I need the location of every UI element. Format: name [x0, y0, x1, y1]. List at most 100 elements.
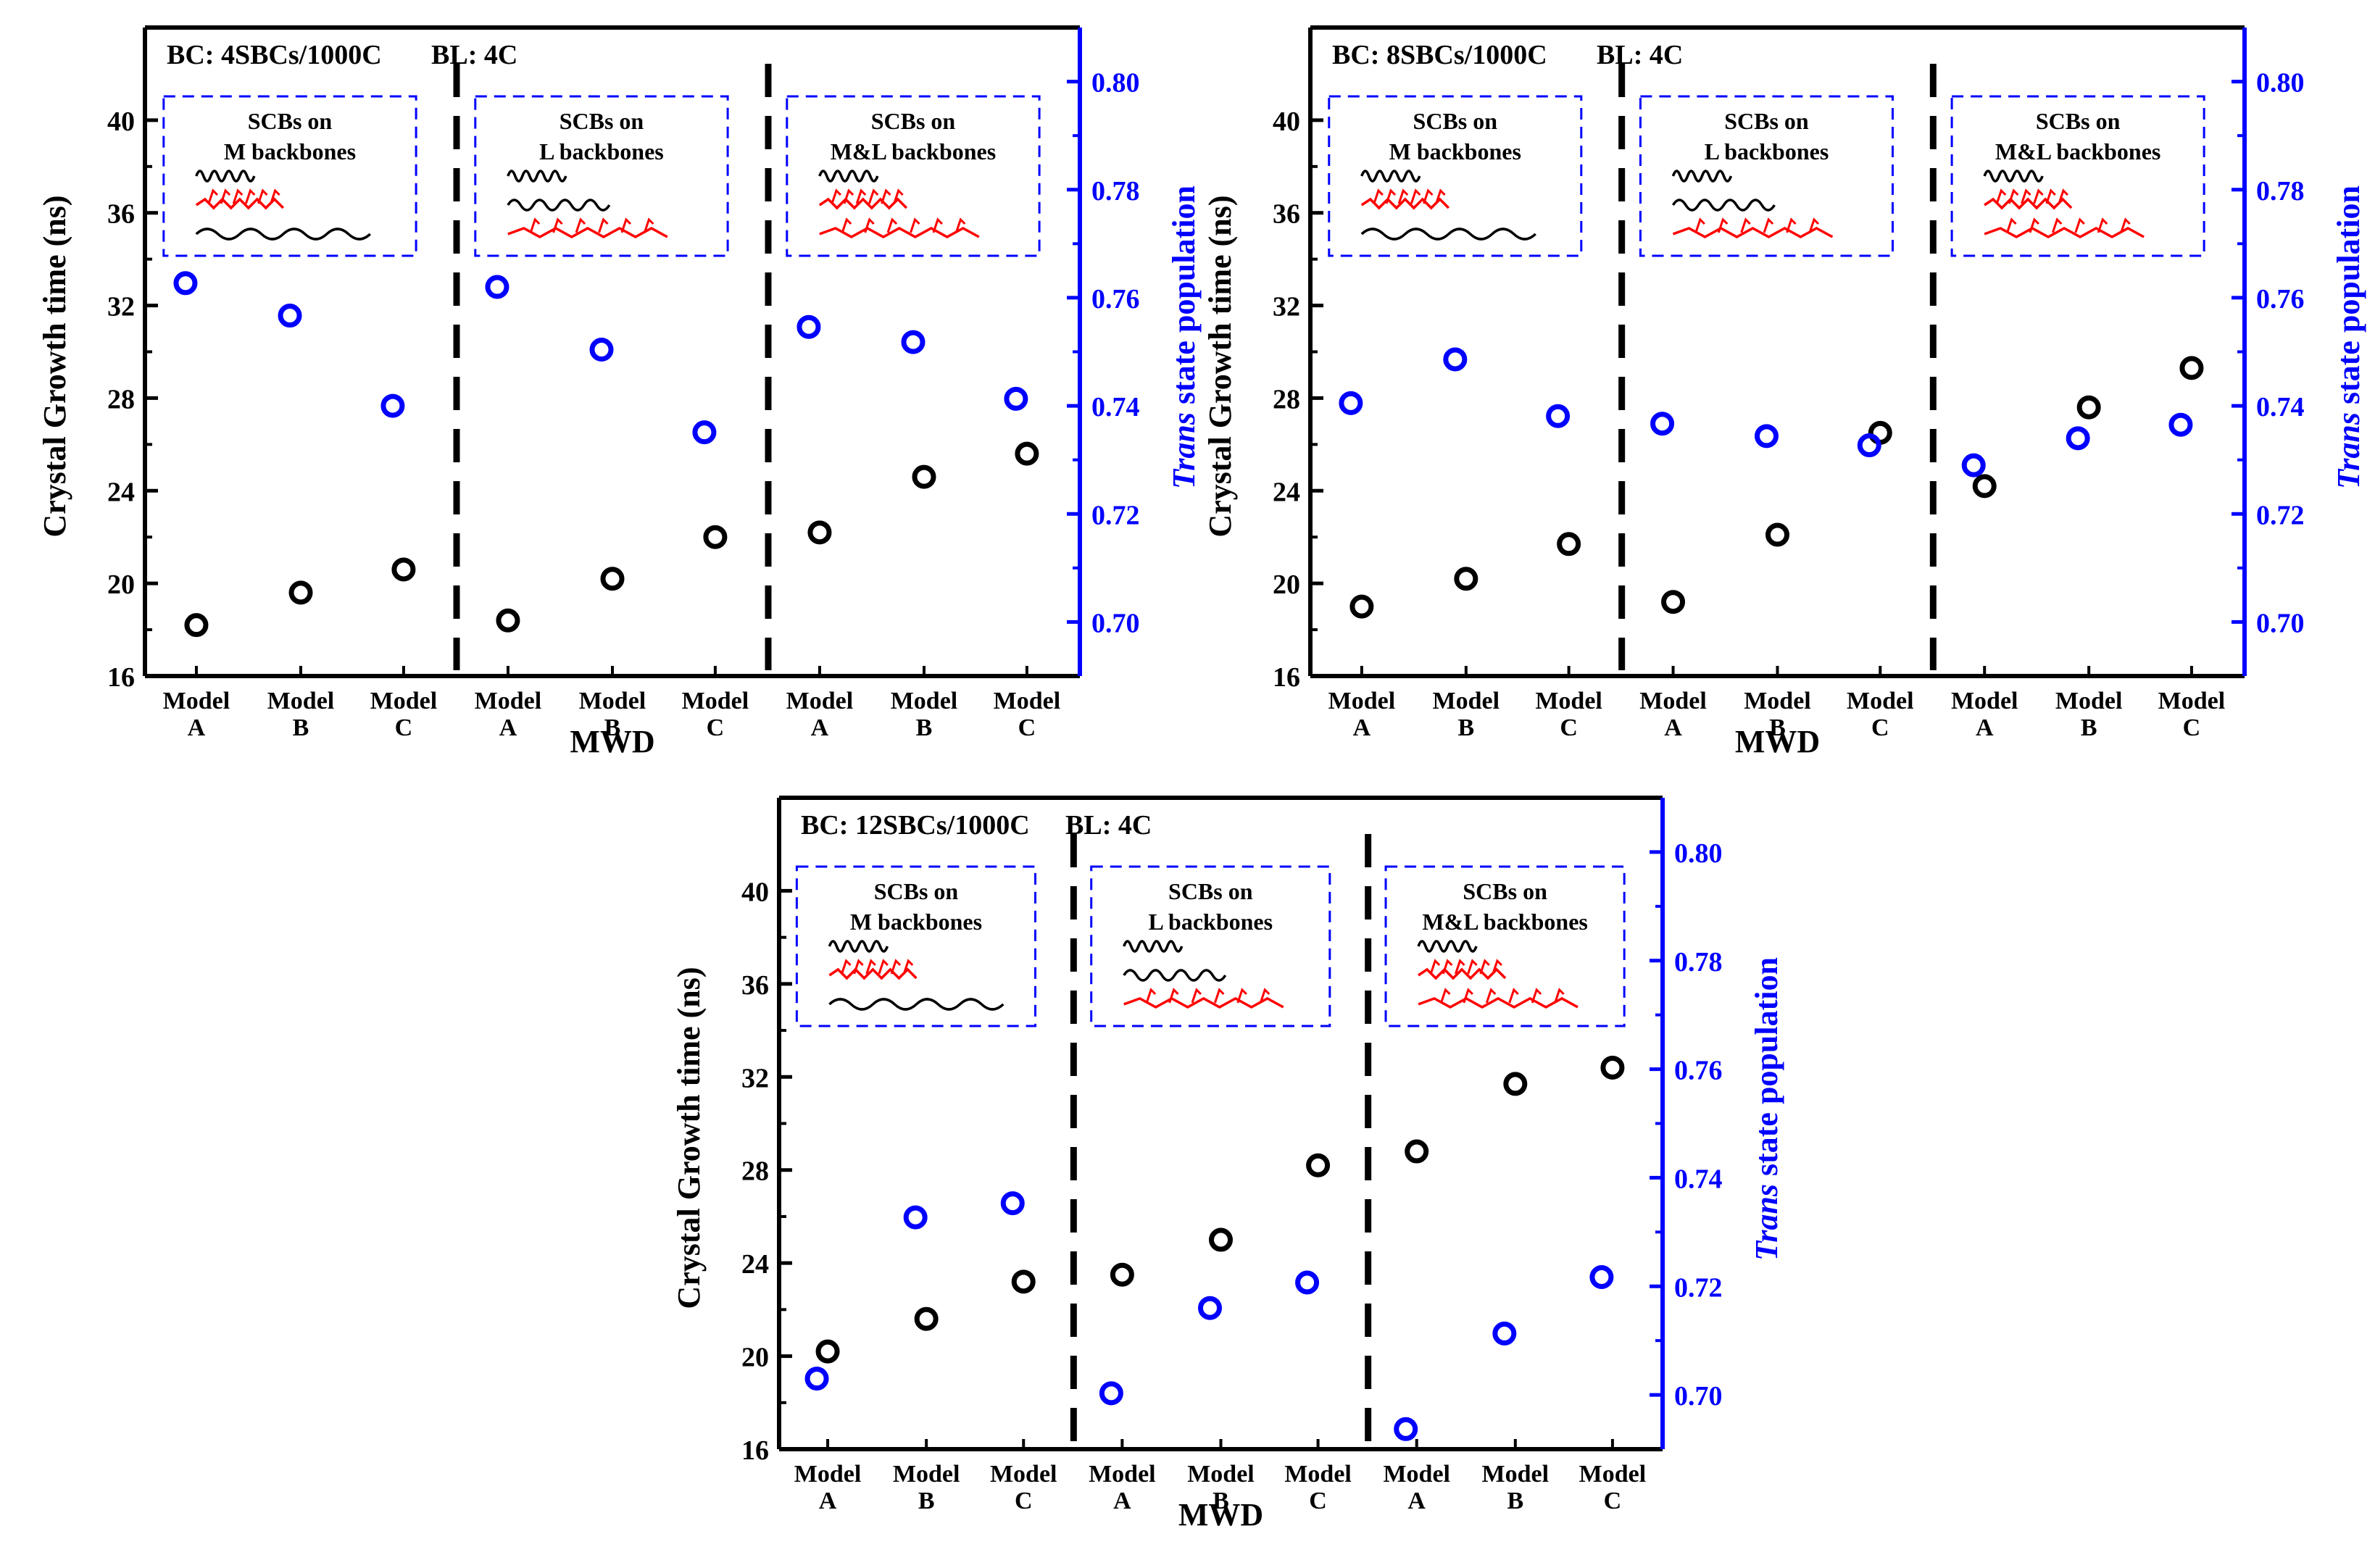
- y2-axis-title-rest: state population: [1166, 185, 1202, 412]
- trans-population-point: [903, 1205, 928, 1230]
- l-backbone-branched-branch: [2051, 217, 2063, 233]
- y-axis-title: Crystal Growth time (ns): [37, 195, 72, 537]
- l-backbone-branched-branch: [1485, 988, 1497, 1004]
- short-chain: [1983, 170, 2044, 183]
- left-tick-label: 36: [741, 970, 769, 1001]
- right-tick-label: 0.76: [1674, 1056, 1723, 1086]
- left-tick-label: 36: [1273, 199, 1300, 230]
- l-backbone-branched-branch: [1191, 988, 1202, 1004]
- x-tick-label: Model: [1089, 1461, 1156, 1488]
- x-tick-label-sub: C: [1560, 714, 1578, 741]
- m-backbone-branched-branch: [890, 959, 902, 975]
- left-tick-label: 28: [1273, 384, 1300, 414]
- growth-time-point: [815, 1339, 840, 1364]
- trans-population-point: [1492, 1321, 1517, 1346]
- left-tick-label: 40: [741, 877, 769, 907]
- x-tick-label-sub: B: [1769, 714, 1786, 741]
- right-tick-label: 0.70: [2256, 608, 2305, 638]
- right-tick-label: 0.80: [2256, 68, 2305, 99]
- m-backbone-branched-branch: [841, 959, 852, 975]
- inset-subtitle: M&L backbones: [1422, 909, 1587, 935]
- growth-time-point: [703, 525, 728, 549]
- m-backbone-branched-branch: [865, 959, 876, 975]
- m-backbone-branched-branch: [831, 188, 842, 204]
- inset-title: SCBs on: [1168, 878, 1253, 904]
- short-chain: [1671, 170, 1733, 183]
- x-tick-label-sub: C: [1604, 1488, 1622, 1514]
- left-tick-label: 32: [107, 292, 135, 322]
- inset-subtitle: L backbones: [1705, 138, 1829, 164]
- trans-population-point: [380, 393, 405, 418]
- short-chain: [1417, 940, 1478, 953]
- x-tick-label: Model: [2158, 688, 2226, 714]
- x-axis-title: MWD: [1735, 724, 1820, 759]
- l-backbone-branched-branch: [1440, 988, 1451, 1004]
- right-tick-label: 0.76: [2256, 284, 2305, 314]
- inset-title: SCBs on: [1463, 878, 1547, 904]
- left-tick-label: 16: [1273, 662, 1300, 693]
- inset-box: [1639, 95, 1894, 257]
- l-backbone-branched-branch: [886, 217, 898, 233]
- x-tick-label: Model: [1951, 688, 2018, 714]
- x-tick-label-sub: A: [1353, 714, 1371, 741]
- right-tick-label: 0.78: [2256, 176, 2305, 207]
- l-backbone: [1360, 228, 1536, 241]
- left-tick-label: 28: [107, 384, 135, 414]
- x-tick-label-sub: B: [604, 714, 621, 741]
- panel-title: BC: 4SBCs/1000C: [167, 40, 382, 70]
- y2-axis-title-italic: Trans: [1166, 412, 1202, 489]
- inset-title: SCBs on: [874, 878, 959, 904]
- l-backbone-branched: [819, 227, 980, 238]
- l-backbone-branched-branch: [1694, 217, 1705, 233]
- m-backbone-branched-branch: [1467, 959, 1478, 975]
- l-backbone-branched-branch: [575, 217, 586, 233]
- right-tick-label: 0.74: [2256, 392, 2305, 422]
- x-tick-label-sub: B: [1457, 714, 1474, 741]
- growth-time-point: [807, 520, 832, 545]
- x-tick-label: Model: [163, 688, 230, 714]
- l-backbone-branched-branch: [2097, 217, 2108, 233]
- l-backbone-branched-branch: [643, 217, 654, 233]
- x-tick-label-sub: A: [499, 714, 517, 741]
- inset-subtitle: M&L backbones: [831, 138, 996, 164]
- x-tick-label-sub: A: [811, 714, 829, 741]
- l-backbone-branched-branch: [1786, 217, 1797, 233]
- m-backbone-branched-branch: [855, 188, 867, 204]
- x-tick-label-sub: C: [395, 714, 413, 741]
- trans-population-point: [804, 1367, 829, 1391]
- right-tick-label: 0.78: [1674, 947, 1723, 977]
- x-tick-label-sub: A: [1113, 1488, 1131, 1514]
- growth-time-point: [496, 608, 520, 633]
- l-backbone-branched: [1123, 997, 1284, 1009]
- l-backbone-branched-branch: [841, 217, 852, 233]
- m-backbone-branched: [195, 197, 285, 210]
- y2-axis-title-italic: Trans: [2331, 412, 2366, 489]
- x-tick-label: Model: [794, 1461, 862, 1488]
- growth-time-point: [1015, 441, 1039, 466]
- right-tick-label: 0.70: [1674, 1381, 1723, 1411]
- m-backbone: [1671, 199, 1776, 212]
- trans-population-point: [278, 304, 302, 328]
- m-backbone-branched-branch: [1423, 188, 1434, 204]
- m-backbone-branched-branch: [853, 959, 864, 975]
- m-backbone-branched-branch: [1479, 959, 1490, 975]
- l-backbone-branched: [1672, 227, 1834, 238]
- trans-population-point: [796, 314, 821, 339]
- right-tick-label: 0.70: [1091, 608, 1140, 638]
- m-backbone-branched-branch: [893, 188, 904, 204]
- x-tick-label-sub: A: [1664, 714, 1682, 741]
- growth-time-point: [912, 464, 936, 489]
- inset-box: [162, 95, 417, 257]
- growth-time-point: [1972, 474, 1997, 499]
- inset-subtitle: L backbones: [539, 138, 664, 164]
- left-tick-label: 32: [741, 1063, 769, 1093]
- m-backbone-branched-branch: [2033, 188, 2044, 204]
- x-tick-label: Model: [370, 688, 438, 714]
- l-backbone-branched-branch: [864, 217, 875, 233]
- x-tick-label-sub: B: [2081, 714, 2097, 741]
- x-tick-label: Model: [1433, 688, 1500, 714]
- growth-time-point: [1503, 1072, 1528, 1096]
- x-tick-label: Model: [786, 688, 854, 714]
- right-tick-label: 0.78: [1091, 176, 1140, 207]
- m-backbone-branched-branch: [1435, 188, 1446, 204]
